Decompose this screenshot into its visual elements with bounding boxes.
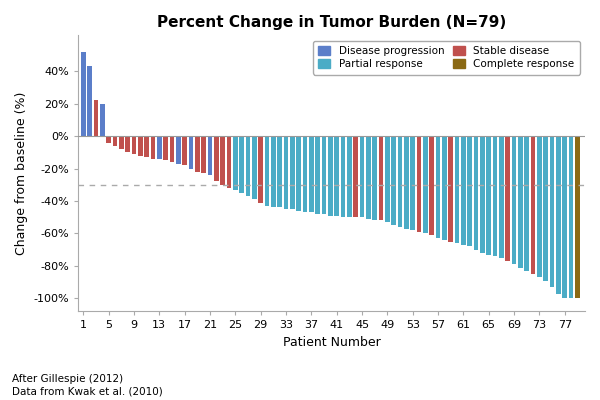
Bar [170,136,175,162]
Bar [359,136,364,217]
Bar [385,136,390,222]
Bar [461,136,466,245]
Bar [480,136,485,253]
Bar [144,136,149,157]
Bar [334,136,339,216]
Bar [290,136,295,209]
Bar [416,136,421,232]
Bar [537,136,542,277]
Bar [315,136,320,214]
Bar [201,136,206,173]
Bar [258,136,263,203]
Bar [530,136,535,274]
Bar [473,136,478,250]
Bar [296,136,301,211]
Bar [302,136,307,212]
Bar [544,136,548,280]
Bar [512,136,517,264]
Bar [81,52,86,136]
Bar [373,136,377,220]
Bar [309,136,314,212]
Bar [195,136,200,172]
Bar [328,136,333,216]
Bar [157,136,161,159]
Bar [138,136,143,156]
Bar [182,136,187,165]
Bar [442,136,447,240]
Bar [436,136,440,238]
Bar [467,136,472,246]
Bar [423,136,428,234]
Bar [214,136,218,182]
Bar [550,136,554,287]
Bar [562,136,567,298]
Bar [125,136,130,152]
X-axis label: Patient Number: Patient Number [283,336,380,349]
Bar [347,136,352,217]
Bar [151,136,155,159]
Bar [575,136,580,298]
Bar [448,136,453,242]
Bar [353,136,358,217]
Bar [239,136,244,193]
Bar [163,136,168,160]
Bar [493,136,497,256]
Bar [499,136,504,258]
Bar [430,136,434,235]
Bar [524,136,529,271]
Bar [176,136,181,164]
Y-axis label: Change from baseline (%): Change from baseline (%) [15,92,28,255]
Bar [87,66,92,136]
Bar [322,136,326,214]
Bar [271,136,275,208]
Bar [518,136,523,268]
Bar [410,136,415,230]
Bar [366,136,371,219]
Bar [487,136,491,254]
Text: After Gillespie (2012)
Data from Kwak et al. (2010): After Gillespie (2012) Data from Kwak et… [12,374,163,396]
Bar [556,136,561,294]
Bar [106,136,111,142]
Bar [455,136,460,243]
Legend: Disease progression, Partial response, Stable disease, Complete response: Disease progression, Partial response, S… [313,40,580,74]
Bar [188,136,193,168]
Bar [227,136,232,188]
Bar [391,136,396,225]
Bar [569,136,574,298]
Bar [505,136,510,261]
Bar [220,136,225,185]
Bar [245,136,250,196]
Bar [233,136,238,190]
Bar [284,136,289,209]
Bar [398,136,403,227]
Title: Percent Change in Tumor Burden (N=79): Percent Change in Tumor Burden (N=79) [157,15,506,30]
Bar [379,136,383,220]
Bar [404,136,409,228]
Bar [94,100,98,136]
Bar [341,136,346,217]
Bar [131,136,136,154]
Bar [277,136,282,208]
Bar [113,136,118,146]
Bar [265,136,269,206]
Bar [252,136,257,199]
Bar [100,104,104,136]
Bar [208,136,212,175]
Bar [119,136,124,149]
